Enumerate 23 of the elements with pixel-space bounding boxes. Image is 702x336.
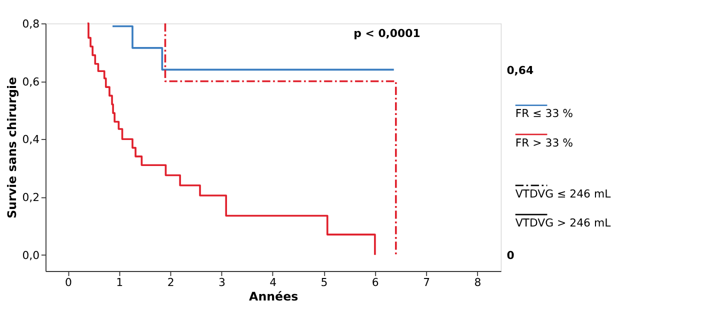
x-tick-label: 2 <box>167 276 174 290</box>
y-tick-label: 0,4 <box>22 133 40 146</box>
legend-label: FR ≤ 33 % <box>515 107 573 120</box>
x-tick-label: 3 <box>218 276 226 290</box>
x-tick-label: 1 <box>116 276 124 290</box>
x-tick-label: 7 <box>423 276 430 290</box>
legend-label: FR > 33 % <box>515 136 573 150</box>
legend-label: VTDVG > 246 mL <box>515 216 612 230</box>
annotation: p < 0,0001 <box>354 27 420 40</box>
x-tick-label: 8 <box>474 276 482 290</box>
y2-tick-label: 0 <box>506 248 515 262</box>
x-tick-label: 4 <box>270 276 277 290</box>
y-tick-label: 0,0 <box>22 248 40 262</box>
y-axis-title: Survie sans chirurgie <box>4 76 19 218</box>
y-tick-label: 0,8 <box>22 17 40 30</box>
x-axis-title: Années <box>249 290 298 304</box>
y-tick-label: 0,6 <box>22 75 40 88</box>
x-tick-label: 0 <box>65 276 72 290</box>
y2-tick-label: 0,64 <box>506 64 534 77</box>
y-tick-label: 0,2 <box>22 191 40 204</box>
x-tick-label: 6 <box>372 276 379 290</box>
legend-label: VTDVG ≤ 246 mL <box>515 187 612 200</box>
x-tick-label: 5 <box>320 276 328 290</box>
